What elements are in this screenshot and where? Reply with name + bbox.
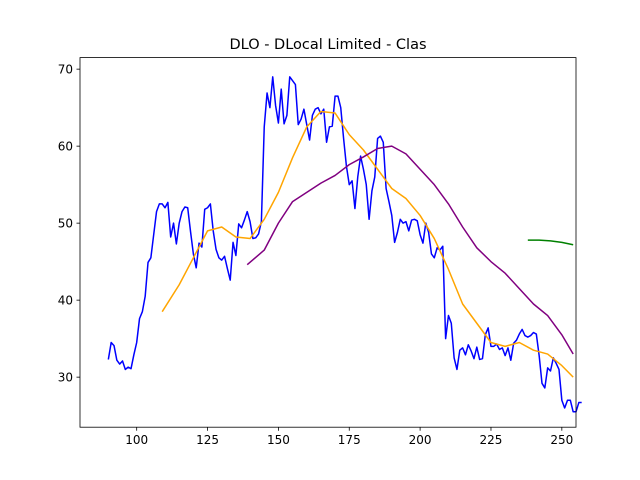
- x-axis-ticks: 100 125 150 175 200 225 250: [125, 427, 573, 447]
- y-tick-label: 50: [58, 216, 73, 230]
- x-tick-label: 100: [125, 433, 148, 447]
- x-tick-label: 200: [409, 433, 432, 447]
- y-tick-label: 40: [58, 293, 73, 307]
- x-tick-label: 225: [480, 433, 503, 447]
- y-axis-ticks: 30 40 50 60 70: [58, 62, 80, 384]
- plot-lines: [107, 76, 582, 413]
- series-line-3: [527, 239, 574, 246]
- chart-title: DLO - DLocal Limited - Clas: [229, 37, 426, 53]
- y-tick-label: 30: [58, 370, 73, 384]
- x-tick-label: 175: [338, 433, 361, 447]
- series-line-2: [246, 145, 574, 355]
- series-line-1: [161, 110, 574, 378]
- y-tick-label: 70: [58, 62, 73, 76]
- series-line-0: [107, 76, 582, 413]
- plot-frame: [79, 57, 577, 428]
- y-tick-label: 60: [58, 139, 73, 153]
- x-tick-label: 250: [550, 433, 573, 447]
- x-tick-label: 150: [267, 433, 290, 447]
- x-tick-label: 125: [196, 433, 219, 447]
